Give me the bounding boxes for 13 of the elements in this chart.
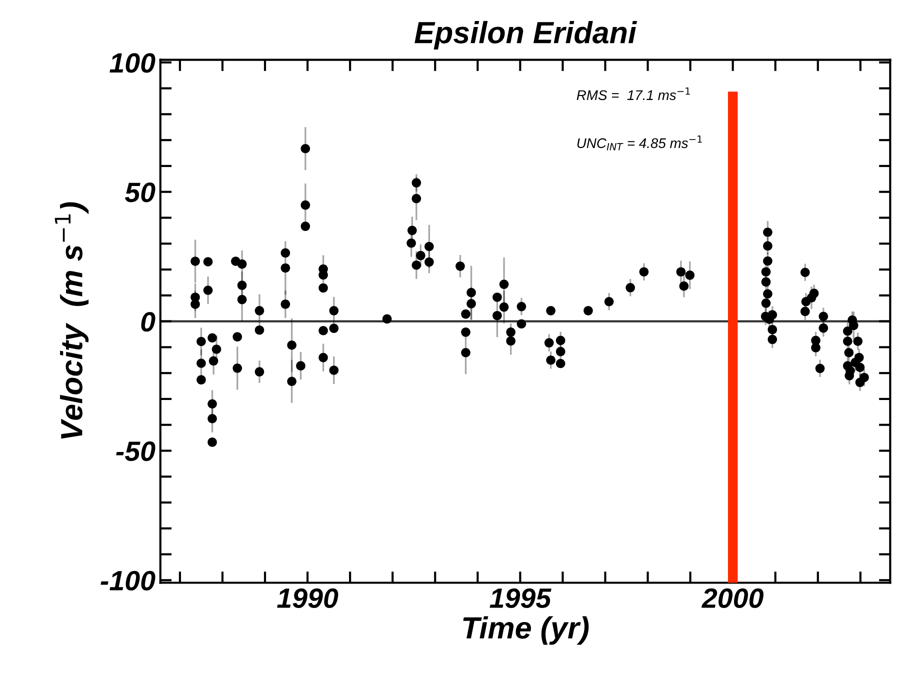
y-tick-label: -100 bbox=[100, 570, 156, 591]
y-tick-label: 100 bbox=[110, 53, 156, 73]
chart-title: Epsilon Eridani bbox=[414, 21, 638, 50]
y-tick-label: 50 bbox=[124, 182, 156, 202]
y-tick-label: -50 bbox=[116, 441, 156, 462]
annotation: UNC$_{INT}$ = 4.85 ms$^{−1}$ bbox=[577, 136, 702, 150]
x-tick-label: 1995 bbox=[490, 588, 552, 608]
x-tick-label: 2000 bbox=[702, 588, 764, 608]
y-axis-title: Velocity (m s$^{−1}$) bbox=[54, 202, 89, 439]
x-tick-label: 1990 bbox=[277, 588, 338, 608]
x-axis-title: Time (yr) bbox=[463, 616, 589, 645]
annotation: RMS = 17.1 ms$^{−1}$ bbox=[576, 88, 690, 100]
y-tick-label: 0 bbox=[141, 312, 156, 332]
